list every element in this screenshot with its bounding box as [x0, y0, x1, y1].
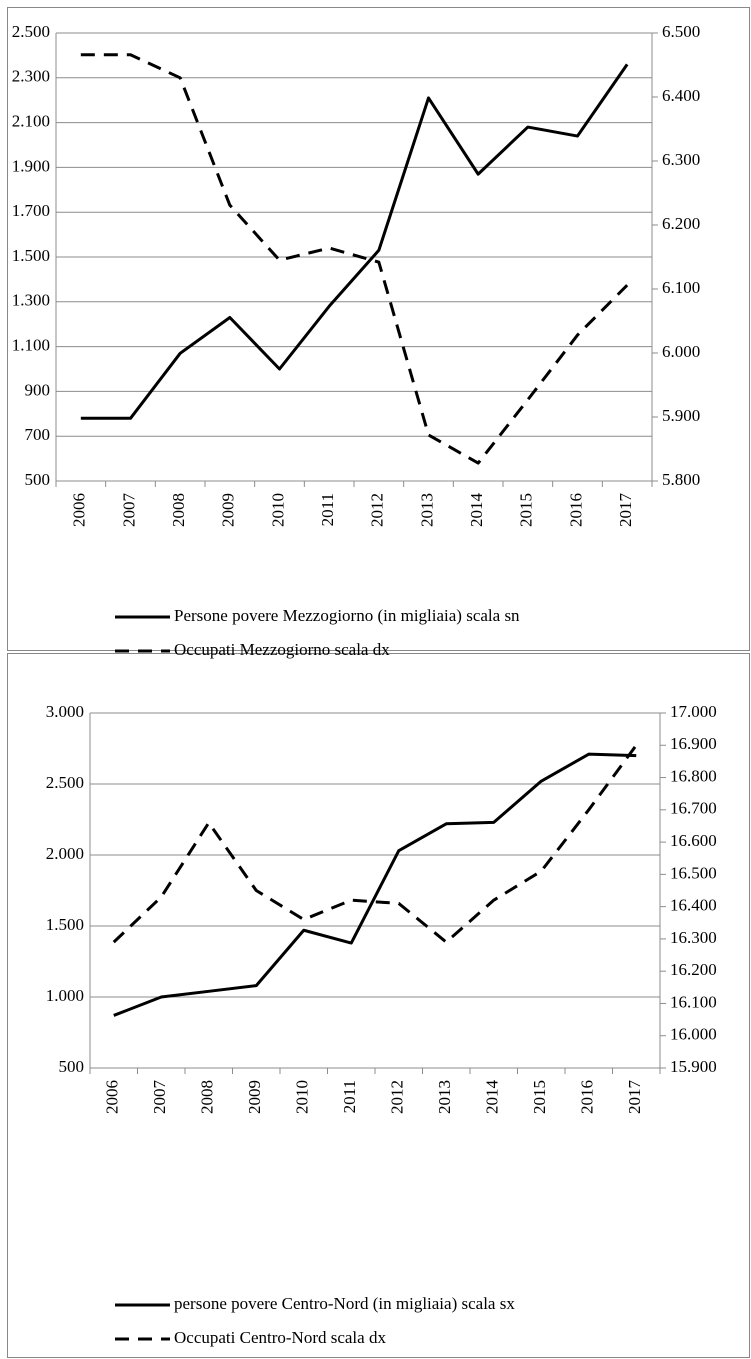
- y-tick-label: 2.500: [46, 773, 84, 792]
- x-tick-label: 2007: [150, 1080, 169, 1115]
- y-tick-label: 900: [25, 380, 51, 399]
- x-tick-label: 2009: [245, 1080, 264, 1114]
- x-tick-label: 2017: [616, 493, 635, 528]
- x-tick-label: 2006: [103, 1080, 122, 1114]
- y2-tick-label: 6.300: [662, 150, 700, 169]
- x-tick-label: 2011: [340, 1080, 359, 1113]
- y2-tick-label: 15.900: [670, 1057, 717, 1076]
- series-line: [80, 63, 629, 420]
- y2-tick-label: 16.200: [670, 960, 717, 979]
- y2-tick-label: 16.400: [670, 896, 717, 915]
- x-tick-label: 2012: [368, 493, 387, 527]
- y-tick-label: 2.100: [12, 112, 50, 131]
- x-tick-label: 2014: [467, 492, 486, 527]
- legend-label: Occupati Mezzogiorno scala dx: [174, 640, 390, 659]
- y2-tick-label: 16.100: [670, 992, 717, 1011]
- y2-tick-label: 17.000: [670, 702, 717, 721]
- x-tick-label: 2013: [417, 493, 436, 527]
- x-tick-label: 2007: [119, 493, 138, 528]
- y2-tick-label: 6.500: [662, 22, 700, 41]
- y2-tick-label: 16.000: [670, 1025, 717, 1044]
- y2-tick-label: 16.800: [670, 766, 717, 785]
- y2-tick-label: 16.300: [670, 928, 717, 947]
- x-tick-label: 2016: [578, 1080, 597, 1114]
- y-tick-label: 1.100: [12, 336, 50, 355]
- y2-tick-label: 16.600: [670, 831, 717, 850]
- y-tick-label: 2.500: [12, 22, 50, 41]
- panel-border: [7, 7, 750, 651]
- x-tick-label: 2012: [388, 1080, 407, 1114]
- y-tick-label: 1.700: [12, 201, 50, 220]
- x-tick-label: 2006: [70, 493, 89, 527]
- x-tick-label: 2016: [566, 493, 585, 527]
- legend-label: Persone povere Mezzogiorno (in migliaia)…: [174, 606, 520, 625]
- y-tick-label: 1.500: [12, 246, 50, 265]
- x-tick-label: 2011: [318, 493, 337, 526]
- x-tick-label: 2010: [293, 1080, 312, 1114]
- y-tick-label: 700: [25, 425, 51, 444]
- y-tick-label: 1.000: [46, 986, 84, 1005]
- y-tick-label: 2.000: [46, 844, 84, 863]
- x-tick-label: 2009: [219, 493, 238, 527]
- y2-tick-label: 16.900: [670, 734, 717, 753]
- series-line: [113, 752, 637, 1017]
- y-tick-label: 1.500: [46, 915, 84, 934]
- y2-tick-label: 6.100: [662, 278, 700, 297]
- legend-label: persone povere Centro-Nord (in migliaia)…: [174, 1294, 515, 1313]
- series-line: [112, 744, 638, 944]
- y-tick-label: 1.300: [12, 291, 50, 310]
- x-tick-label: 2008: [198, 1080, 217, 1114]
- y2-tick-label: 5.900: [662, 406, 700, 425]
- x-tick-label: 2017: [625, 1080, 644, 1115]
- y2-tick-label: 5.800: [662, 470, 700, 489]
- y-tick-label: 2.300: [12, 67, 50, 86]
- y-tick-label: 500: [25, 470, 51, 489]
- panel-border: [7, 653, 750, 1358]
- y2-tick-label: 16.500: [670, 863, 717, 882]
- y2-tick-label: 6.000: [662, 342, 700, 361]
- legend-label: Occupati Centro-Nord scala dx: [174, 1328, 386, 1347]
- y-tick-label: 1.900: [12, 156, 50, 175]
- y2-tick-label: 6.200: [662, 214, 700, 233]
- y2-tick-label: 16.700: [670, 799, 717, 818]
- y-tick-label: 3.000: [46, 702, 84, 721]
- y2-tick-label: 6.400: [662, 86, 700, 105]
- y-tick-label: 500: [59, 1057, 85, 1076]
- series-line: [80, 53, 629, 465]
- x-tick-label: 2015: [517, 493, 536, 527]
- x-tick-label: 2015: [530, 1080, 549, 1114]
- x-tick-label: 2008: [169, 493, 188, 527]
- x-tick-label: 2010: [268, 493, 287, 527]
- x-tick-label: 2013: [435, 1080, 454, 1114]
- x-tick-label: 2014: [483, 1080, 502, 1115]
